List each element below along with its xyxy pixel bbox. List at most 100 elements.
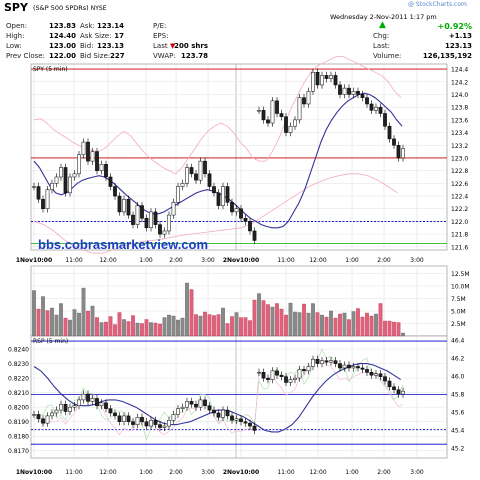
- price-tick-label: 123.6: [451, 117, 468, 124]
- spy-candle-body: [333, 75, 338, 86]
- spy-candle-body: [392, 138, 396, 146]
- spy-candle-body: [374, 106, 378, 111]
- x-tick-label: 3:00: [201, 469, 215, 476]
- rsp-candle-body: [45, 415, 50, 424]
- rsp-panel-title: RSP (5 min): [33, 338, 68, 345]
- rsp-candle-body: [122, 415, 126, 422]
- x-tick-label: 1:00: [139, 469, 153, 476]
- rsp-candle-body: [234, 418, 239, 421]
- volume-bar: [63, 317, 68, 337]
- volume-bar: [383, 320, 387, 337]
- rsp-candle-body: [252, 425, 257, 431]
- x-tick-label: 12:00: [99, 257, 116, 264]
- rsp-candle-body: [284, 376, 288, 383]
- volume-bar: [50, 307, 54, 337]
- rsp-candle-body: [185, 401, 189, 408]
- volume-bar: [338, 313, 342, 337]
- volume-bar: [351, 311, 356, 337]
- price-tick-label: 122.6: [451, 181, 468, 188]
- rsp-candle-body: [333, 360, 338, 364]
- rsp-candle-body: [36, 414, 41, 420]
- rsp-candle-body: [225, 409, 230, 417]
- price-tick-label: 124.0: [451, 92, 468, 99]
- spy-candle-body: [113, 186, 117, 197]
- spy-candle-body: [329, 75, 333, 79]
- low-value: 123.00: [48, 42, 76, 50]
- spy-candle-body: [207, 173, 212, 187]
- volume-bar: [45, 310, 50, 337]
- rsp-candle-body: [378, 373, 383, 377]
- volume-bar: [54, 314, 59, 337]
- rsp-candle-body: [131, 421, 135, 425]
- spy-candle-body: [356, 91, 360, 95]
- volume-bar: [342, 312, 347, 337]
- rsp-candle-body: [387, 380, 392, 388]
- volume-bar: [95, 317, 99, 337]
- spy-candle-body: [122, 198, 126, 213]
- volume-bar: [113, 324, 117, 337]
- x-tick-label: 2Nov10:00: [223, 257, 259, 264]
- price-tick-label: 121.6: [451, 244, 468, 251]
- x-tick-label: 3:00: [410, 469, 424, 476]
- volume-bar: [122, 319, 126, 337]
- x-tick-label: 11:00: [65, 469, 82, 476]
- rsp-candle-body: [41, 418, 45, 424]
- rsp-candle-body: [108, 408, 113, 414]
- volume-bar: [320, 314, 324, 337]
- watermark-text: bbs.cobrasmarketview.com: [38, 237, 209, 252]
- last-price-label: Last:: [373, 42, 390, 50]
- volume-bar: [203, 311, 207, 337]
- rsp-right-tick-label: 46.2: [451, 356, 465, 363]
- spy-candle-body: [63, 167, 68, 194]
- symbol-name: (S&P 500 SPDRs) NYSE: [33, 4, 107, 12]
- rsp-candle-body: [126, 415, 131, 422]
- volume-bar: [162, 317, 167, 337]
- volume-bar: [257, 293, 261, 337]
- volume-bar: [329, 310, 333, 337]
- spy-candle-body: [234, 208, 239, 213]
- volume-bar: [297, 312, 302, 337]
- price-tick-label: 123.8: [451, 105, 468, 112]
- price-tick-label: 122.0: [451, 219, 468, 226]
- volume-tick-label: 2.5M: [451, 321, 466, 328]
- spy-candle-body: [77, 154, 81, 175]
- rsp-candle-body: [203, 399, 207, 406]
- rsp-candle-body: [338, 363, 342, 369]
- spy-candle-body: [54, 176, 59, 184]
- rsp-candle-body: [392, 386, 396, 390]
- spy-candle-body: [99, 164, 104, 171]
- spy-candle-body: [59, 167, 63, 178]
- rsp-candle-body: [288, 379, 293, 383]
- x-tick-label: 11:00: [277, 469, 294, 476]
- spy-candle-body: [189, 167, 194, 175]
- rsp-candle-body: [315, 358, 320, 364]
- rsp-candle-body: [270, 370, 275, 380]
- spy-candle-body: [279, 113, 284, 117]
- prev-close-value: 122.00: [48, 52, 76, 60]
- volume-bar: [90, 305, 95, 337]
- spy-candle-body: [32, 186, 36, 188]
- rsp-candle-body: [396, 389, 401, 395]
- spy-candle-body: [311, 72, 315, 92]
- volume-bar: [360, 316, 365, 337]
- rsp-candle-body: [383, 376, 387, 382]
- volume-bar: [140, 323, 144, 337]
- x-tick-label: 2:00: [169, 469, 183, 476]
- spy-candle-body: [257, 110, 261, 112]
- rsp-candle-body: [360, 367, 365, 370]
- volume-bar: [68, 319, 72, 337]
- rsp-candle-body: [266, 377, 270, 380]
- volume-bar: [81, 287, 86, 337]
- volume-bar: [243, 317, 248, 337]
- spy-candle-body: [284, 116, 288, 133]
- change-value: +1.13: [448, 32, 472, 40]
- price-tick-label: 123.2: [451, 143, 468, 150]
- volume-tick-label: 7.5M: [451, 296, 466, 303]
- rsp-candle-body: [63, 404, 68, 412]
- spy-candle-body: [239, 208, 243, 219]
- volume-bar: [117, 312, 122, 337]
- x-tick-label: 3:00: [410, 257, 424, 264]
- volume-bar: [32, 290, 36, 337]
- volume-bar: [158, 323, 162, 337]
- rsp-left-tick-label: 0.8240: [8, 347, 29, 354]
